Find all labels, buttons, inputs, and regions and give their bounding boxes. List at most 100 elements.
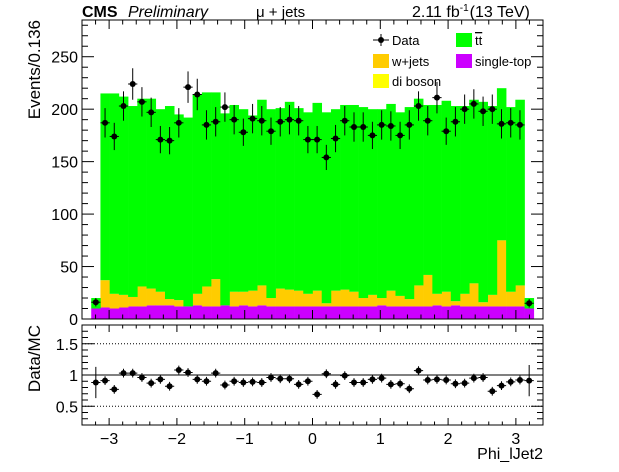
bar-wjets-21	[284, 289, 295, 307]
data-point-44	[498, 120, 505, 127]
ratio-y-tick-label-1: 1	[69, 368, 78, 385]
ratio-point-14	[221, 382, 228, 388]
data-point-6	[148, 109, 155, 116]
bar-singletop-21	[284, 306, 295, 319]
data-point-27	[341, 117, 348, 124]
legend-label-data: Data	[392, 33, 420, 48]
ratio-points	[91, 365, 534, 399]
bar-singletop-46	[515, 306, 525, 319]
bar-singletop-9	[174, 306, 184, 319]
data-point-20	[277, 118, 284, 125]
bar-wjets-20	[275, 288, 286, 307]
bar-ttbar-11	[192, 94, 203, 294]
data-point-37	[433, 94, 440, 101]
bar-wjets-11	[192, 293, 203, 306]
bar-ttbar-31	[377, 109, 387, 299]
bar-wjets-25	[321, 303, 332, 307]
bar-wjets-12	[201, 286, 212, 307]
bar-ttbar-23	[303, 112, 313, 294]
data-point-24	[314, 136, 321, 143]
ratio-point-41	[470, 375, 477, 382]
ratio-pad: 0.5 1 1.5 −3 −2 −1 0 1 2 3 Data/MC Phi_lJet2	[25, 324, 544, 463]
bar-ttbar-20	[275, 108, 286, 289]
ratio-point-6	[148, 380, 155, 387]
bar-singletop-37	[432, 305, 442, 319]
bar-singletop-22	[294, 306, 304, 319]
data-point-14	[221, 104, 228, 111]
data-point-15	[231, 116, 238, 123]
ratio-point-33	[397, 380, 404, 387]
bar-wjets-42	[478, 302, 488, 307]
bar-ttbar-24	[312, 102, 323, 291]
ratio-point-37	[433, 376, 440, 383]
data-point-45	[507, 119, 514, 126]
data-point-36	[424, 117, 431, 124]
bar-ttbar-28	[349, 104, 359, 292]
bar-singletop-40	[460, 306, 470, 319]
bar-singletop-15	[229, 306, 240, 319]
data-point-31	[378, 121, 385, 128]
data-point-19	[268, 128, 275, 135]
bar-wjets-45	[506, 291, 516, 307]
ratio-point-8	[166, 383, 173, 390]
bar-singletop-1	[100, 307, 110, 319]
bar-singletop-26	[330, 306, 341, 319]
data-point-8	[166, 137, 173, 144]
ratio-point-17	[249, 378, 256, 385]
bar-ttbar-10	[183, 117, 193, 307]
bar-ttbar-19	[266, 109, 276, 299]
data-point-38	[443, 128, 450, 135]
bar-wjets-17	[247, 290, 258, 307]
bar-ttbar-12	[201, 92, 212, 287]
ratio-point-22	[295, 381, 302, 388]
bar-wjets-7	[155, 291, 166, 306]
bar-ttbar-4	[128, 106, 138, 297]
data-point-43	[489, 106, 496, 113]
luminosity-value: 2.11 fb	[412, 4, 460, 21]
energy-label: (13 TeV)	[470, 4, 530, 21]
bar-ttbar-29	[358, 107, 369, 299]
bar-singletop-31	[377, 305, 387, 319]
bar-singletop-44	[496, 306, 507, 319]
bar-ttbar-25	[321, 112, 332, 304]
ratio-point-30	[369, 376, 376, 383]
bar-wjets-35	[413, 285, 424, 307]
x-tick-label-1: −2	[168, 431, 186, 448]
data-point-18	[258, 117, 265, 124]
bar-singletop-24	[312, 306, 323, 319]
bar-ttbar-35	[413, 98, 424, 286]
bar-singletop-28	[349, 306, 359, 319]
bar-wjets-36	[423, 274, 433, 307]
bar-wjets-6	[146, 288, 157, 306]
x-tick-label-5: 2	[444, 431, 453, 448]
legend-label-singletop: single-top	[475, 54, 531, 69]
bar-ttbar-30	[367, 109, 378, 295]
data-point-5	[138, 98, 145, 105]
bar-ttbar-36	[423, 104, 433, 275]
y-tick-label-1: 50	[60, 260, 78, 277]
ratio-point-3	[120, 370, 127, 377]
data-point-32	[387, 122, 394, 129]
bar-singletop-34	[404, 306, 415, 319]
data-point-28	[350, 124, 357, 131]
stacked-bars	[91, 88, 535, 319]
data-point-12	[203, 121, 210, 128]
main-axes: 0 50 100 150 200 250	[51, 20, 543, 329]
ratio-point-13	[212, 370, 219, 377]
bar-ttbar-3	[118, 96, 129, 295]
ratio-point-16	[240, 379, 247, 386]
bar-ttbar-1	[100, 93, 110, 281]
ratio-point-47	[526, 377, 533, 384]
bar-wjets-28	[349, 291, 359, 307]
data-point-35	[415, 103, 422, 110]
bar-ttbar-17	[247, 115, 258, 291]
ratio-point-40	[461, 380, 468, 387]
bar-wjets-40	[460, 293, 470, 307]
data-point-34	[406, 121, 413, 128]
ratio-point-39	[452, 380, 459, 387]
legend-label-diboson: di boson	[392, 74, 441, 89]
bar-singletop-14	[220, 305, 230, 319]
bar-singletop-2	[109, 308, 120, 319]
ratio-point-2	[111, 386, 118, 393]
bar-wjets-4	[128, 296, 138, 307]
